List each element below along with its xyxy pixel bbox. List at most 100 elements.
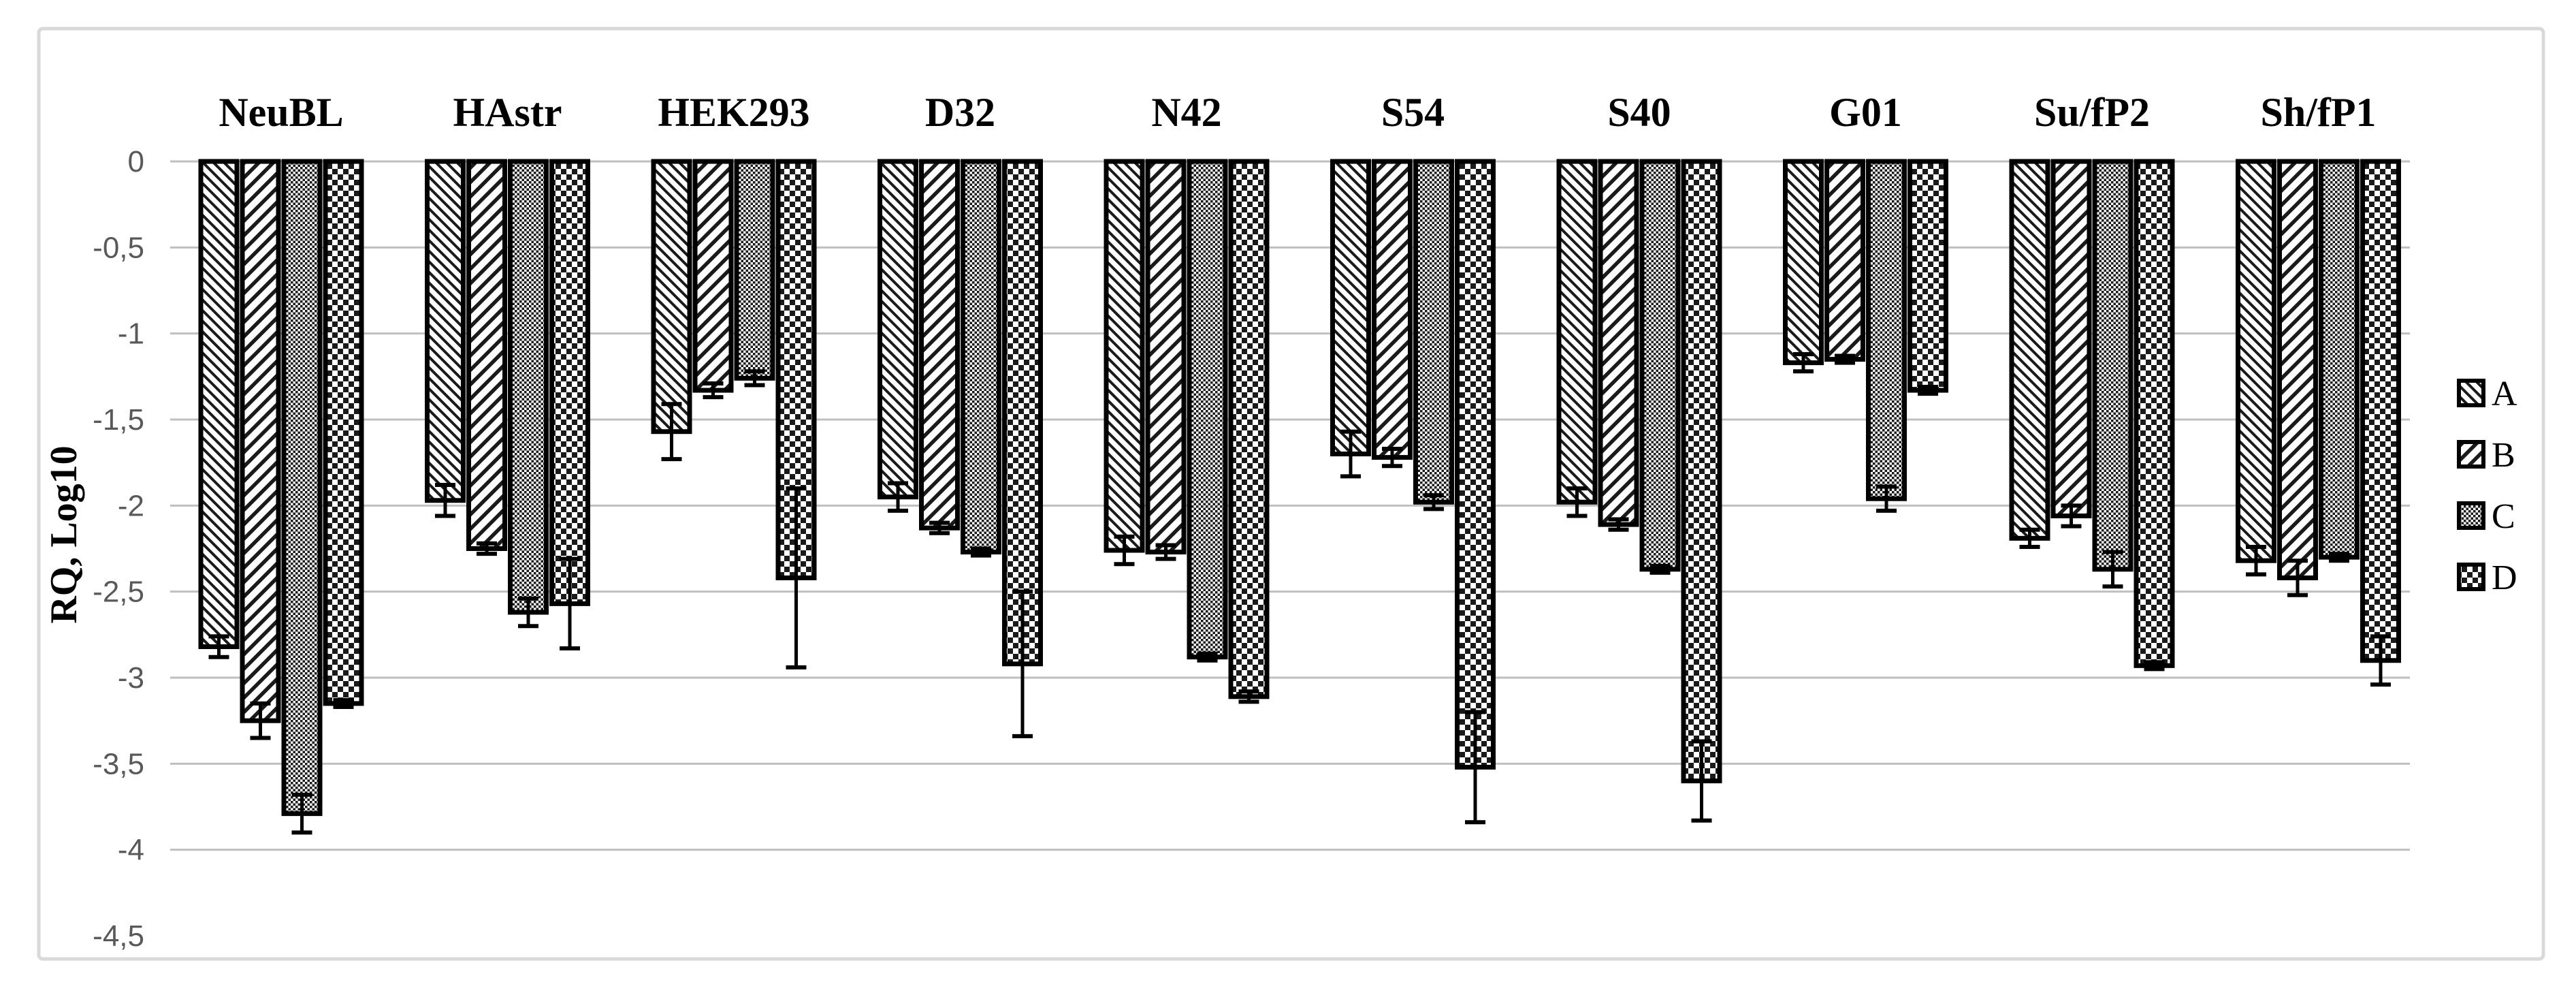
- y-tick-label: -0,5: [93, 231, 144, 264]
- category-label: Su/fP2: [2034, 90, 2150, 135]
- legend-swatch-B: [2457, 440, 2485, 469]
- bar-C-HAstr: [508, 159, 549, 615]
- legend-label: B: [2492, 436, 2515, 475]
- bar-D-S54: [1455, 159, 1496, 770]
- category-label: HEK293: [658, 90, 809, 135]
- bar-C-N42: [1187, 159, 1228, 660]
- error-bar: [1155, 543, 1176, 561]
- bar-B-G01: [1824, 159, 1865, 362]
- y-tick-label: -1: [118, 317, 144, 351]
- bar-D-Sh/fP1: [2360, 159, 2401, 663]
- bar-B-S54: [1372, 159, 1413, 460]
- error-bar: [477, 541, 497, 556]
- legend-label: A: [2492, 375, 2517, 413]
- error-bar: [703, 381, 724, 400]
- category-label: Sh/fP1: [2260, 90, 2376, 135]
- error-bar: [291, 792, 312, 835]
- error-bar: [2246, 544, 2266, 577]
- error-bar: [1114, 534, 1135, 567]
- error-bar: [2019, 527, 2040, 549]
- bar-A-HAstr: [425, 159, 466, 503]
- error-bar: [661, 402, 682, 462]
- legend-label: D: [2492, 558, 2517, 597]
- error-bar: [1835, 353, 1855, 365]
- error-bar: [250, 701, 271, 740]
- y-tick-label: -4: [118, 834, 144, 867]
- error-bar: [560, 556, 580, 651]
- error-bar: [1691, 739, 1712, 823]
- bar-D-Su/fP2: [2134, 159, 2175, 668]
- error-bar: [2370, 634, 2391, 687]
- bar-D-HAstr: [549, 159, 590, 606]
- error-bar: [786, 486, 807, 669]
- error-bar: [1238, 689, 1259, 704]
- error-bar: [2329, 552, 2349, 563]
- y-tick-label: -4,5: [93, 919, 144, 953]
- bar-C-Su/fP2: [2092, 159, 2134, 572]
- error-bar: [1876, 484, 1897, 513]
- legend-swatch-A: [2457, 379, 2485, 407]
- bar-B-D32: [919, 159, 960, 531]
- y-tick-label: 0: [128, 145, 144, 178]
- bar-B-NeuBL: [240, 159, 281, 723]
- bar-B-HEK293: [692, 159, 734, 393]
- bar-C-Sh/fP1: [2319, 159, 2360, 560]
- legend-label: C: [2492, 497, 2515, 536]
- error-bar: [1340, 429, 1361, 479]
- error-bar: [518, 596, 538, 629]
- y-axis-title: RQ, Log10: [43, 445, 85, 623]
- error-bar: [435, 483, 455, 518]
- error-bar: [744, 369, 765, 388]
- bar-B-HAstr: [466, 159, 507, 552]
- bar-C-S40: [1639, 159, 1681, 572]
- category-label: D32: [925, 90, 995, 135]
- error-bar: [1197, 651, 1218, 663]
- bar-C-S54: [1413, 159, 1454, 505]
- bar-B-Sh/fP1: [2277, 159, 2318, 580]
- error-bar: [2061, 503, 2082, 529]
- bar-D-S40: [1681, 159, 1722, 784]
- category-label: NeuBL: [219, 90, 343, 135]
- category-label: N42: [1151, 90, 1221, 135]
- error-bar: [1918, 384, 1938, 396]
- bar-D-N42: [1228, 159, 1270, 699]
- y-tick-label: -3: [118, 661, 144, 695]
- error-bar: [333, 697, 354, 709]
- bar-C-D32: [961, 159, 1001, 555]
- error-bar: [2287, 558, 2308, 597]
- bar-D-G01: [1907, 159, 1948, 393]
- bar-D-NeuBL: [323, 159, 364, 706]
- error-bar: [888, 481, 908, 513]
- bar-D-D32: [1002, 159, 1043, 667]
- error-bar: [1465, 710, 1485, 825]
- y-tick-label: -2,5: [93, 576, 144, 609]
- error-bar: [929, 520, 950, 535]
- error-bar: [971, 546, 991, 558]
- bar-A-S40: [1556, 159, 1598, 505]
- category-label: HAstr: [453, 90, 562, 135]
- bar-A-D32: [878, 159, 918, 500]
- bar-C-G01: [1866, 159, 1907, 501]
- legend-swatch-C: [2457, 501, 2485, 530]
- error-bar: [1649, 563, 1671, 575]
- error-bar: [1012, 589, 1033, 738]
- legend-swatch-D: [2457, 563, 2485, 591]
- error-bar: [1382, 446, 1402, 469]
- category-label: G01: [1829, 90, 1902, 135]
- bar-C-HEK293: [734, 159, 775, 381]
- bar-A-S54: [1330, 159, 1371, 457]
- bar-A-G01: [1783, 159, 1824, 366]
- bar-A-NeuBL: [198, 159, 240, 650]
- category-label: S40: [1607, 90, 1671, 135]
- error-bar: [2144, 660, 2165, 672]
- y-tick-label: -3,5: [93, 747, 144, 781]
- bar-B-S40: [1598, 159, 1639, 527]
- bar-B-Su/fP2: [2050, 159, 2092, 519]
- bar-A-N42: [1104, 159, 1145, 553]
- category-label: S54: [1381, 90, 1445, 135]
- error-bar: [2102, 550, 2123, 589]
- bar-A-Su/fP2: [2009, 159, 2050, 541]
- y-tick-label: -1,5: [93, 403, 144, 437]
